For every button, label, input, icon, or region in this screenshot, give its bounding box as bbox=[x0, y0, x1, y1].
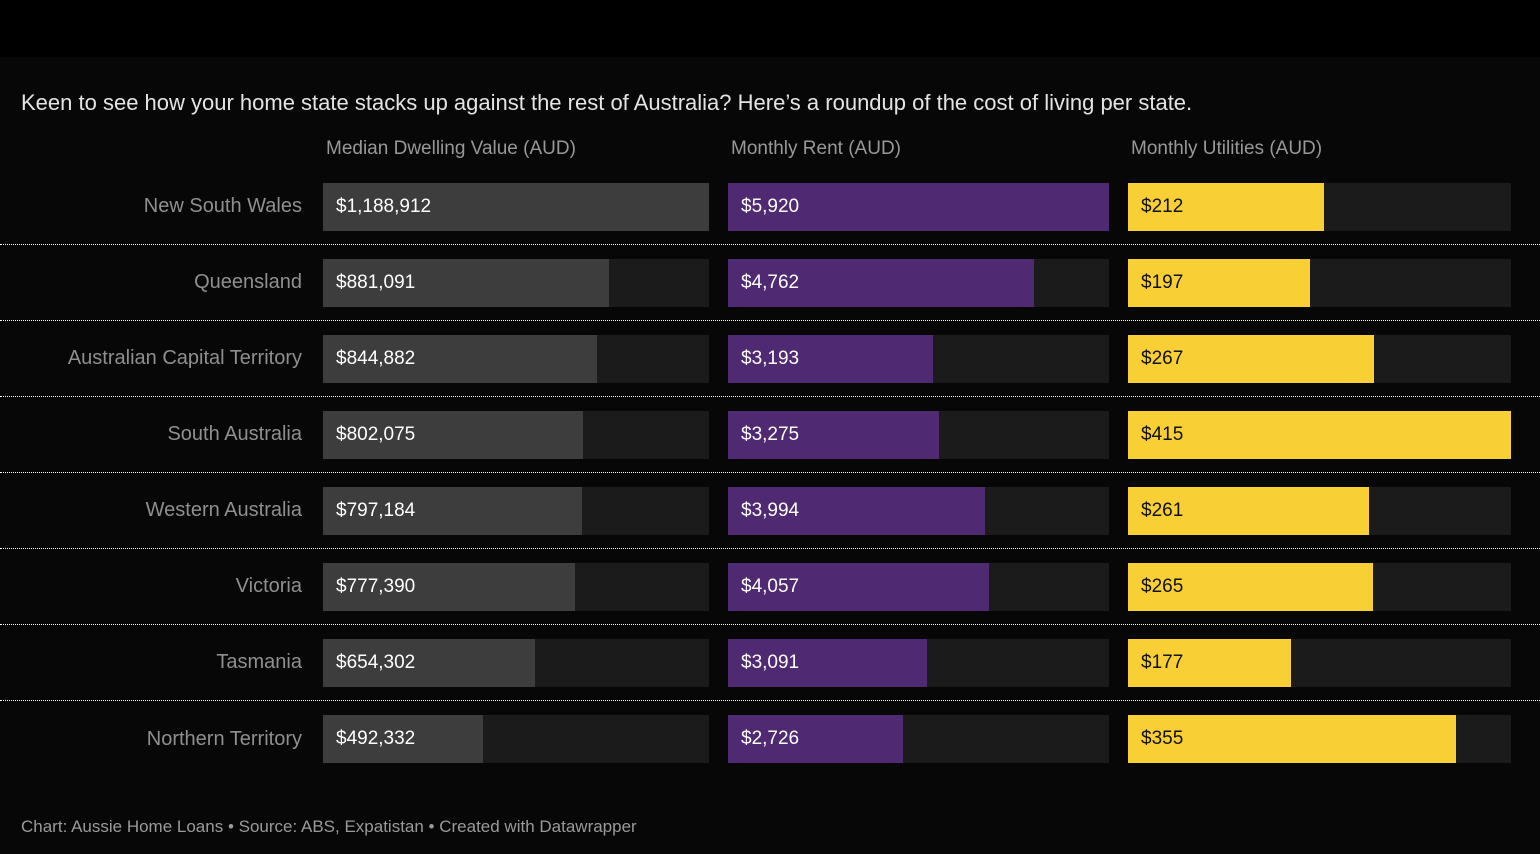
bar: $3,193 bbox=[728, 334, 934, 383]
bar: $492,332 bbox=[323, 715, 483, 763]
bar: $177 bbox=[1128, 638, 1292, 687]
bar-track: $197 bbox=[1128, 258, 1511, 307]
bar-value-label: $492,332 bbox=[336, 728, 416, 749]
bar-track: $212 bbox=[1128, 182, 1511, 231]
bar: $2,726 bbox=[728, 715, 904, 763]
bar-track: $881,091 bbox=[323, 258, 709, 307]
bar-value-label: $265 bbox=[1141, 575, 1184, 597]
bar: $4,762 bbox=[728, 258, 1035, 307]
bar-track: $415 bbox=[1128, 410, 1511, 459]
chart-row: South Australia $802,075 $3,275 $415 bbox=[0, 397, 1540, 473]
bar-value-label: $177 bbox=[1141, 651, 1184, 673]
row-label: Australian Capital Territory bbox=[67, 347, 302, 369]
bar: $3,994 bbox=[728, 486, 986, 535]
bar-value-label: $3,275 bbox=[741, 423, 800, 445]
chart-row: Tasmania $654,302 $3,091 $177 bbox=[0, 625, 1540, 701]
bar-track: $1,188,912 bbox=[323, 182, 709, 231]
bar: $777,390 bbox=[323, 562, 576, 611]
bar: $881,091 bbox=[323, 258, 610, 307]
column-header-spacer bbox=[18, 138, 304, 160]
bar: $267 bbox=[1128, 334, 1375, 383]
bar-value-label: $797,184 bbox=[336, 499, 416, 521]
bar-track: $5,920 bbox=[728, 182, 1109, 231]
bar-value-label: $4,057 bbox=[741, 575, 800, 597]
bar-track: $355 bbox=[1128, 715, 1511, 763]
bar-track: $654,302 bbox=[323, 638, 709, 687]
bar-value-label: $5,920 bbox=[741, 195, 800, 217]
cost-of-living-chart: Median Dwelling Value (AUD) Monthly Rent… bbox=[0, 138, 1540, 777]
bar-track: $4,057 bbox=[728, 562, 1109, 611]
row-label: Northern Territory bbox=[146, 727, 302, 750]
bar: $3,091 bbox=[728, 638, 927, 687]
bar-value-label: $267 bbox=[1141, 347, 1184, 369]
bar: $4,057 bbox=[728, 562, 990, 611]
chart-row: New South Wales $1,188,912 $5,920 $212 bbox=[0, 169, 1540, 245]
chart-rows: New South Wales $1,188,912 $5,920 $212 Queen… bbox=[0, 169, 1540, 777]
bar-value-label: $3,994 bbox=[741, 499, 800, 521]
bar-value-label: $3,091 bbox=[741, 651, 800, 673]
chart-subtitle: Keen to see how your home state stacks u… bbox=[21, 90, 1193, 115]
bar-value-label: $3,193 bbox=[741, 347, 800, 369]
bar-track: $3,275 bbox=[728, 410, 1109, 459]
column-header-dwelling: Median Dwelling Value (AUD) bbox=[326, 138, 576, 159]
chart-row: Victoria $777,390 $4,057 $265 bbox=[0, 549, 1540, 625]
bar-track: $261 bbox=[1128, 486, 1511, 535]
chart-row: Western Australia $797,184 $3,994 $261 bbox=[0, 473, 1540, 549]
bar: $265 bbox=[1128, 562, 1373, 611]
chart-footer-attribution: Chart: Aussie Home Loans • Source: ABS, … bbox=[21, 817, 637, 836]
bar-track: $492,332 bbox=[323, 715, 709, 763]
bar-value-label: $355 bbox=[1141, 728, 1184, 749]
bar: $1,188,912 bbox=[323, 182, 709, 231]
bar-track: $265 bbox=[1128, 562, 1511, 611]
bar: $844,882 bbox=[323, 334, 598, 383]
bar-value-label: $2,726 bbox=[741, 728, 800, 749]
bar-value-label: $197 bbox=[1141, 271, 1184, 293]
top-header-bar bbox=[0, 0, 1540, 57]
bar-value-label: $654,302 bbox=[336, 651, 416, 673]
bar-track: $844,882 bbox=[323, 334, 709, 383]
bar: $654,302 bbox=[323, 638, 536, 687]
bar-value-label: $1,188,912 bbox=[336, 195, 432, 217]
bar-value-label: $802,075 bbox=[336, 423, 416, 445]
bar-track: $797,184 bbox=[323, 486, 709, 535]
row-label: Queensland bbox=[194, 271, 302, 293]
bar-track: $3,994 bbox=[728, 486, 1109, 535]
bar-track: $3,091 bbox=[728, 638, 1109, 687]
bar-track: $4,762 bbox=[728, 258, 1109, 307]
bar: $797,184 bbox=[323, 486, 582, 535]
bar-track: $802,075 bbox=[323, 410, 709, 459]
bar-value-label: $261 bbox=[1141, 499, 1184, 521]
bar: $212 bbox=[1128, 182, 1324, 231]
bar: $802,075 bbox=[323, 410, 584, 459]
bar-track: $267 bbox=[1128, 334, 1511, 383]
bar-value-label: $881,091 bbox=[336, 271, 416, 293]
chart-row: Northern Territory $492,332 $2,726 $355 bbox=[0, 701, 1540, 777]
bar: $355 bbox=[1128, 715, 1456, 763]
bar: $3,275 bbox=[728, 410, 939, 459]
chart-row: Australian Capital Territory $844,882 $3,1… bbox=[0, 321, 1540, 397]
row-label: South Australia bbox=[167, 423, 302, 445]
bar: $261 bbox=[1128, 486, 1369, 535]
bar-track: $2,726 bbox=[728, 715, 1109, 763]
row-label: New South Wales bbox=[143, 195, 302, 217]
column-header-rent: Monthly Rent (AUD) bbox=[731, 138, 901, 159]
bar: $5,920 bbox=[728, 182, 1109, 231]
column-header-row: Median Dwelling Value (AUD) Monthly Rent… bbox=[0, 138, 1540, 160]
row-label: Victoria bbox=[235, 575, 302, 597]
bar-value-label: $844,882 bbox=[336, 347, 416, 369]
bar-value-label: $777,390 bbox=[336, 575, 416, 597]
column-header-utilities: Monthly Utilities (AUD) bbox=[1131, 138, 1323, 159]
bar-track: $177 bbox=[1128, 638, 1511, 687]
bar-track: $777,390 bbox=[323, 562, 709, 611]
bar-value-label: $4,762 bbox=[741, 271, 800, 293]
chart-row: Queensland $881,091 $4,762 $197 bbox=[0, 245, 1540, 321]
bar: $197 bbox=[1128, 258, 1310, 307]
bar-value-label: $415 bbox=[1141, 423, 1184, 445]
bar: $415 bbox=[1128, 410, 1511, 459]
bar-track: $3,193 bbox=[728, 334, 1109, 383]
row-label: Western Australia bbox=[145, 499, 302, 521]
row-label: Tasmania bbox=[216, 651, 302, 673]
bar-value-label: $212 bbox=[1141, 195, 1184, 217]
